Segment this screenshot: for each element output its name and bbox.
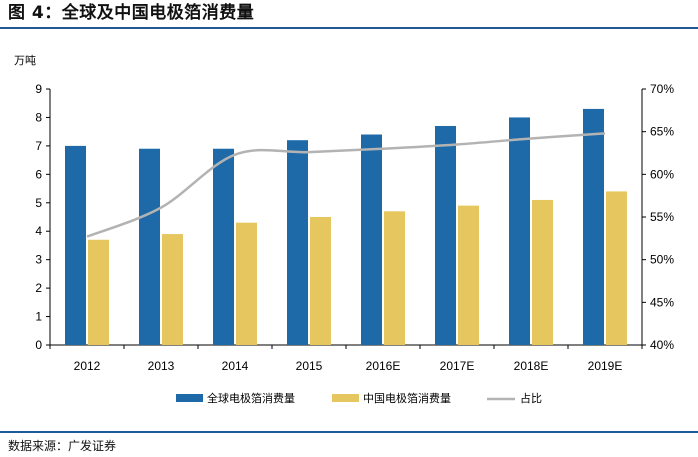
- left-tick-label: 8: [35, 110, 42, 124]
- left-tick-label: 7: [35, 139, 42, 153]
- left-tick-label: 5: [35, 196, 42, 210]
- bar-china-2019E: [606, 191, 627, 345]
- x-tick-label: 2012: [74, 359, 101, 373]
- x-tick-label: 2017E: [440, 359, 475, 373]
- left-tick-label: 9: [35, 82, 42, 96]
- right-tick-label: 50%: [650, 253, 674, 267]
- right-tick-label: 55%: [650, 210, 674, 224]
- x-tick-label: 2018E: [514, 359, 549, 373]
- bar-global-2013: [139, 148, 160, 345]
- bar-china-2012: [88, 239, 109, 345]
- x-tick-label: 2019E: [588, 359, 623, 373]
- bar-global-2015: [287, 140, 308, 345]
- bar-china-2015: [310, 217, 331, 345]
- bar-global-2012: [65, 145, 86, 345]
- bar-china-2013: [162, 234, 183, 345]
- source-note: 数据来源：广发证券: [8, 439, 117, 453]
- chart-bars: [65, 108, 627, 346]
- right-tick-label: 45%: [650, 295, 674, 309]
- ratio-line-path: [86, 132, 606, 238]
- bar-china-2014: [236, 222, 257, 345]
- left-tick-label: 4: [35, 224, 42, 238]
- legend-label-china: 中国电极箔消费量: [363, 391, 451, 405]
- bar-global-2018E: [509, 117, 530, 345]
- x-tick-label: 2014: [222, 359, 249, 373]
- chart-legend: 全球电极箔消费量 中国电极箔消费量 占比: [176, 391, 542, 405]
- bar-china-2017E: [458, 205, 479, 345]
- left-tick-label: 0: [35, 338, 42, 352]
- right-tick-label: 40%: [650, 338, 674, 352]
- figure-title: 图 4：全球及中国电极箔消费量: [8, 3, 255, 23]
- chart-ratio-line: [86, 132, 606, 238]
- chart-axes: 万吨 0 1 2 3 4 5 6 7 8 9 40% 45% 50% 55% 60% 65% 70% 2012 201…: [14, 54, 674, 373]
- bar-china-2018E: [532, 199, 553, 345]
- left-tick-label: 1: [35, 310, 42, 324]
- legend-swatch-global: [176, 394, 203, 402]
- source-rule: [0, 431, 698, 433]
- right-tick-label: 70%: [650, 82, 674, 96]
- left-tick-label: 3: [35, 253, 42, 267]
- bar-china-2016E: [384, 211, 405, 345]
- x-tick-label: 2015: [296, 359, 323, 373]
- left-axis-unit: 万吨: [14, 54, 36, 67]
- left-tick-label: 6: [35, 167, 42, 181]
- left-tick-label: 2: [35, 281, 42, 295]
- legend-label-ratio: 占比: [520, 391, 542, 405]
- bar-global-2019E: [583, 108, 604, 346]
- legend-swatch-china: [332, 394, 359, 402]
- title-rule: [0, 27, 698, 29]
- legend-label-global: 全球电极箔消费量: [207, 391, 295, 405]
- bar-line-chart: 万吨 0 1 2 3 4 5 6 7 8 9 40% 45% 50% 55% 60% 65% 70% 2012 201…: [14, 54, 674, 405]
- right-tick-label: 60%: [650, 167, 674, 181]
- bar-global-2014: [213, 148, 234, 345]
- bar-global-2017E: [435, 125, 456, 345]
- x-tick-label: 2016E: [366, 359, 401, 373]
- x-tick-label: 2013: [148, 359, 175, 373]
- bar-global-2016E: [361, 134, 382, 345]
- right-tick-label: 65%: [650, 125, 674, 139]
